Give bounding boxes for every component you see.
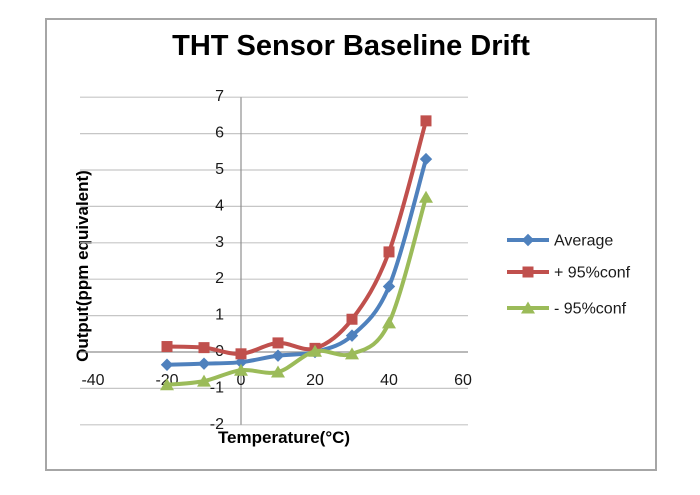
legend-entry-series-2-95-conf: - 95%conf — [507, 301, 627, 318]
x-tick-label-0: 0 — [237, 372, 246, 389]
legend-label-series-2-95-conf: - 95%conf — [554, 301, 627, 318]
y-tick-label-3: 3 — [215, 234, 224, 251]
series-1-95-conf-marker-10 — [272, 337, 284, 349]
series-2-95-conf-marker-40 — [382, 316, 396, 329]
series-2-95-conf-marker-30 — [345, 347, 359, 360]
series-2-95-conf-group — [160, 190, 433, 391]
legend: Average + 95%conf - 95%conf — [507, 233, 631, 318]
x-tick-label-20: 20 — [306, 372, 324, 389]
series-0-average-marker--20 — [160, 358, 174, 371]
y-tick-label-4: 4 — [215, 197, 224, 214]
x-tick-label--40: -40 — [81, 372, 104, 389]
series-0-average-marker-40 — [382, 280, 396, 293]
legend-marker-series-0-average — [521, 233, 535, 247]
legend-entry-series-0-average: Average — [507, 233, 613, 250]
x-axis-title: Temperature(°C) — [217, 428, 351, 447]
series-2-95-conf-marker-50 — [419, 190, 433, 203]
series-1-95-conf-marker--20 — [161, 341, 173, 353]
chart-frame — [45, 18, 657, 471]
legend-label-series-0-average: Average — [554, 233, 613, 250]
y-tick-label-1: 1 — [215, 307, 224, 324]
y-tick-label-6: 6 — [215, 125, 224, 142]
series-1-95-conf-marker-50 — [420, 115, 432, 127]
y-tick-label--2: -2 — [210, 416, 224, 433]
y-tick-label--1: -1 — [210, 379, 224, 396]
y-tick-label-5: 5 — [215, 161, 224, 178]
legend-marker-series-1-95-conf — [522, 266, 534, 278]
series-1-95-conf-marker-40 — [383, 246, 395, 258]
series-2-95-conf-marker-20 — [308, 344, 322, 357]
x-tick-label-40: 40 — [380, 372, 398, 389]
series-1-95-conf-marker-30 — [346, 313, 358, 325]
y-tick-label-7: 7 — [215, 88, 224, 105]
y-tick-label-2: 2 — [215, 270, 224, 287]
series-1-95-conf-marker--10 — [198, 342, 210, 354]
legend-entry-series-1-95-conf: + 95%conf — [507, 265, 631, 282]
legend-marker-series-2-95-conf — [521, 301, 535, 314]
series-0-average-marker-50 — [419, 152, 433, 166]
legend-label-series-1-95-conf: + 95%conf — [554, 265, 631, 282]
series-2-95-conf-line — [165, 195, 428, 387]
series-1-95-conf-line — [165, 118, 428, 356]
chart-title: THT Sensor Baseline Drift — [172, 30, 530, 62]
series-0-average-marker-10 — [271, 349, 285, 362]
series-0-average-group — [160, 152, 433, 371]
series-2-95-conf-marker--20 — [160, 378, 174, 391]
x-tick-label-60: 60 — [454, 372, 472, 389]
series-2-95-conf-marker-10 — [271, 365, 285, 378]
series-0-average-marker--10 — [197, 357, 211, 370]
series-0-average-marker-30 — [345, 329, 359, 342]
series-2-95-conf-marker-0 — [234, 363, 248, 376]
series-2-95-conf-marker--10 — [197, 374, 211, 387]
series-1-95-conf-marker-0 — [235, 348, 247, 360]
